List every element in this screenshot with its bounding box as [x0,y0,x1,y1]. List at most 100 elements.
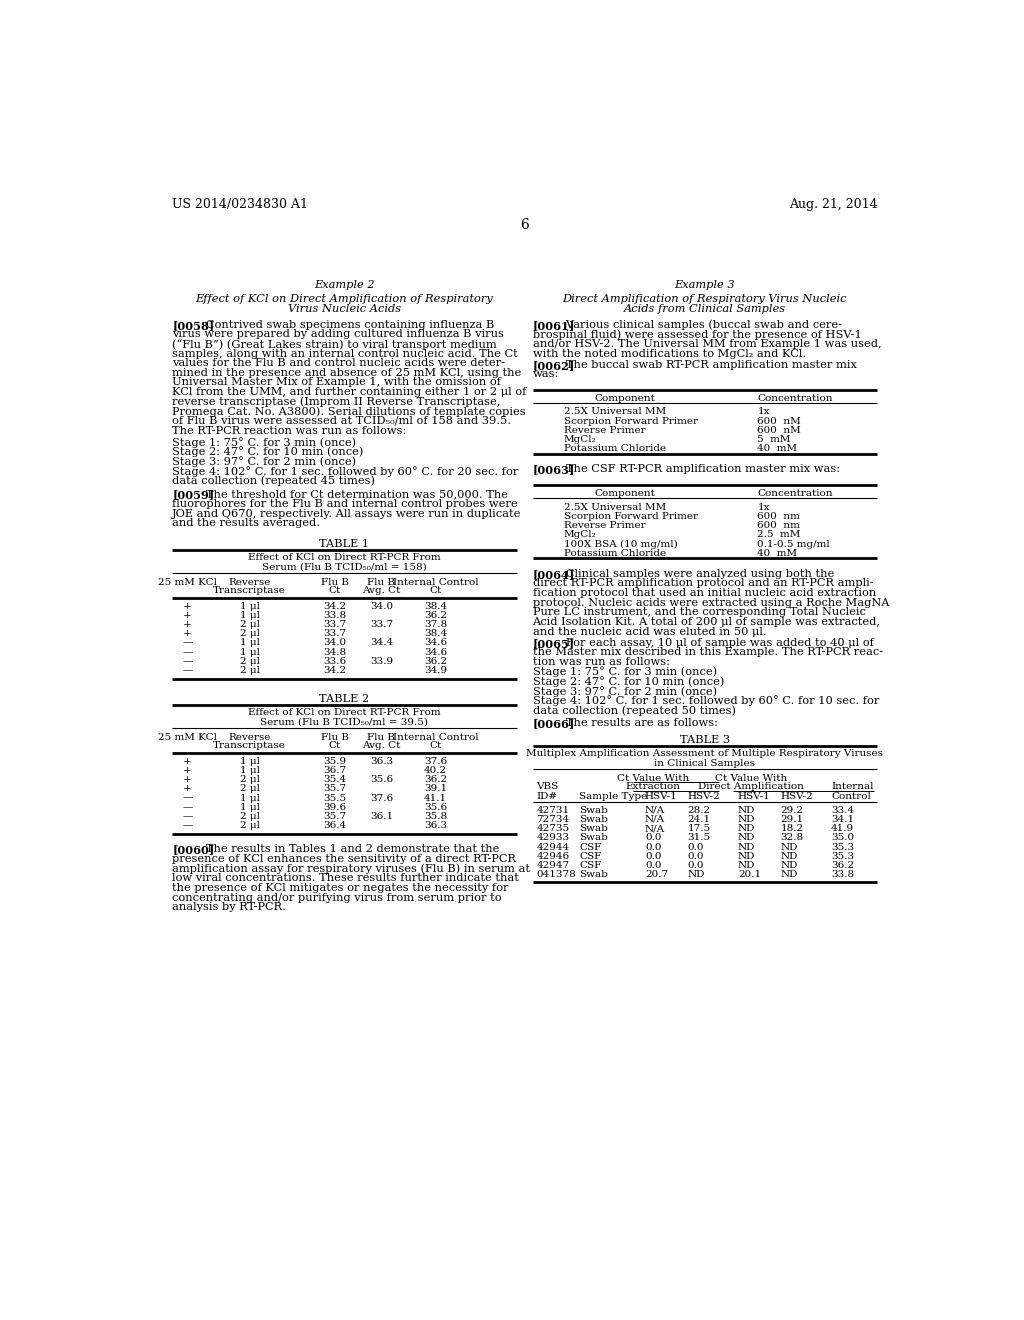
Text: 42933: 42933 [537,833,569,842]
Text: 33.7: 33.7 [370,620,393,630]
Text: 35.7: 35.7 [324,812,346,821]
Text: Reverse: Reverse [228,578,271,586]
Text: +: + [183,766,193,775]
Text: 600  nm: 600 nm [758,512,800,521]
Text: 42731: 42731 [537,805,569,814]
Text: Stage 3: 97° C. for 2 min (once): Stage 3: 97° C. for 2 min (once) [532,686,717,697]
Text: 20.1: 20.1 [738,870,761,879]
Text: Ct Value With: Ct Value With [715,774,787,783]
Text: Concentration: Concentration [758,488,833,498]
Text: Effect of KCl on Direct RT-PCR From: Effect of KCl on Direct RT-PCR From [248,553,440,562]
Text: 36.2: 36.2 [424,775,447,784]
Text: 1 μl: 1 μl [240,648,260,657]
Text: Internal Control: Internal Control [393,578,478,586]
Text: Swab: Swab [579,870,608,879]
Text: 31.5: 31.5 [687,833,711,842]
Text: N/A: N/A [645,805,665,814]
Text: Universal Master Mix of Example 1, with the omission of: Universal Master Mix of Example 1, with … [172,378,501,388]
Text: 33.8: 33.8 [324,611,346,620]
Text: 36.2: 36.2 [424,657,447,667]
Text: 1 μl: 1 μl [240,803,260,812]
Text: 1 μl: 1 μl [240,756,260,766]
Text: Ct: Ct [329,586,341,595]
Text: 34.8: 34.8 [324,648,346,657]
Text: 32.8: 32.8 [780,833,804,842]
Text: N/A: N/A [645,814,665,824]
Text: 35.3: 35.3 [830,842,854,851]
Text: Acid Isolation Kit. A total of 200 μl of sample was extracted,: Acid Isolation Kit. A total of 200 μl of… [532,616,881,627]
Text: [0062]: [0062] [532,360,574,371]
Text: Stage 4: 102° C. for 1 sec. followed by 60° C. for 20 sec. for: Stage 4: 102° C. for 1 sec. followed by … [172,466,518,477]
Text: Sample Type: Sample Type [579,792,647,801]
Text: The threshold for Ct determination was 50,000. The: The threshold for Ct determination was 5… [195,490,508,499]
Text: Example 3: Example 3 [674,280,735,290]
Text: with the noted modifications to MgCl₂ and KCl.: with the noted modifications to MgCl₂ an… [532,348,806,359]
Text: 2.5  mM: 2.5 mM [758,531,801,540]
Text: The RT-PCR reaction was run as follows:: The RT-PCR reaction was run as follows: [172,425,407,436]
Text: 34.0: 34.0 [324,639,346,648]
Text: 2 μl: 2 μl [240,630,260,639]
Text: Direct Amplification of Respiratory Virus Nucleic: Direct Amplification of Respiratory Viru… [562,294,847,305]
Text: Reverse: Reverse [228,733,271,742]
Text: direct RT-PCR amplification protocol and an RT-PCR ampli-: direct RT-PCR amplification protocol and… [532,578,873,589]
Text: 1 μl: 1 μl [240,766,260,775]
Text: The buccal swab RT-PCR amplification master mix: The buccal swab RT-PCR amplification mas… [555,360,857,370]
Text: 35.0: 35.0 [830,833,854,842]
Text: 0.0: 0.0 [687,842,705,851]
Text: ND: ND [780,851,798,861]
Text: 34.6: 34.6 [424,648,447,657]
Text: 33.8: 33.8 [830,870,854,879]
Text: For each assay, 10 μl of sample was added to 40 μl of: For each assay, 10 μl of sample was adde… [555,638,874,648]
Text: ND: ND [738,805,756,814]
Text: Control: Control [830,792,870,801]
Text: 18.2: 18.2 [780,824,804,833]
Text: Swab: Swab [579,824,608,833]
Text: Ct: Ct [429,586,441,595]
Text: Flu B: Flu B [321,578,349,586]
Text: 42947: 42947 [537,861,569,870]
Text: 36.2: 36.2 [424,611,447,620]
Text: 1x: 1x [758,503,770,512]
Text: 40.2: 40.2 [424,766,447,775]
Text: 2 μl: 2 μl [240,812,260,821]
Text: reverse transcriptase (Improm II Reverse Transcriptase,: reverse transcriptase (Improm II Reverse… [172,397,501,408]
Text: KCl from the UMM, and further containing either 1 or 2 μl of: KCl from the UMM, and further containing… [172,387,526,397]
Text: fluorophores for the Flu B and internal control probes were: fluorophores for the Flu B and internal … [172,499,518,510]
Text: US 2014/0234830 A1: US 2014/0234830 A1 [172,198,308,211]
Text: and/or HSV-2. The Universal MM from Example 1 was used,: and/or HSV-2. The Universal MM from Exam… [532,339,882,348]
Text: 29.2: 29.2 [780,805,804,814]
Text: ND: ND [738,851,756,861]
Text: Aug. 21, 2014: Aug. 21, 2014 [788,198,878,211]
Text: 37.8: 37.8 [424,620,447,630]
Text: —: — [182,793,193,803]
Text: Effect of KCl on Direct Amplification of Respiratory: Effect of KCl on Direct Amplification of… [196,294,494,305]
Text: Extraction: Extraction [626,783,680,792]
Text: fication protocol that used an initial nucleic acid extraction: fication protocol that used an initial n… [532,589,876,598]
Text: +: + [183,611,193,620]
Text: samples, along with an internal control nucleic acid. The Ct: samples, along with an internal control … [172,348,518,359]
Text: [0061]: [0061] [532,319,574,331]
Text: 17.5: 17.5 [687,824,711,833]
Text: 1 μl: 1 μl [240,602,260,611]
Text: 36.3: 36.3 [370,756,393,766]
Text: [0063]: [0063] [532,465,574,475]
Text: values for the Flu B and control nucleic acids were deter-: values for the Flu B and control nucleic… [172,358,505,368]
Text: Reverse Primer: Reverse Primer [563,521,645,531]
Text: JOE and Q670, respectively. All assays were run in duplicate: JOE and Q670, respectively. All assays w… [172,508,521,519]
Text: 2 μl: 2 μl [240,657,260,667]
Text: Clinical samples were analyzed using both the: Clinical samples were analyzed using bot… [555,569,835,578]
Text: Avg. Ct: Avg. Ct [362,742,400,750]
Text: 0.0: 0.0 [645,861,662,870]
Text: 42946: 42946 [537,851,569,861]
Text: 36.3: 36.3 [424,821,447,830]
Text: the presence of KCl mitigates or negates the necessity for: the presence of KCl mitigates or negates… [172,883,509,892]
Text: Swab: Swab [579,814,608,824]
Text: 2 μl: 2 μl [240,775,260,784]
Text: 35.6: 35.6 [424,803,447,812]
Text: —: — [182,821,193,830]
Text: of Flu B virus were assessed at TCID₅₀/ml of 158 and 39.5.: of Flu B virus were assessed at TCID₅₀/m… [172,416,511,426]
Text: 600  nM: 600 nM [758,426,801,436]
Text: the Master mix described in this Example. The RT-PCR reac-: the Master mix described in this Example… [532,647,883,657]
Text: Pure LC instrument, and the corresponding Total Nucleic: Pure LC instrument, and the correspondin… [532,607,865,618]
Text: mined in the presence and absence of 25 mM KCl, using the: mined in the presence and absence of 25 … [172,368,521,378]
